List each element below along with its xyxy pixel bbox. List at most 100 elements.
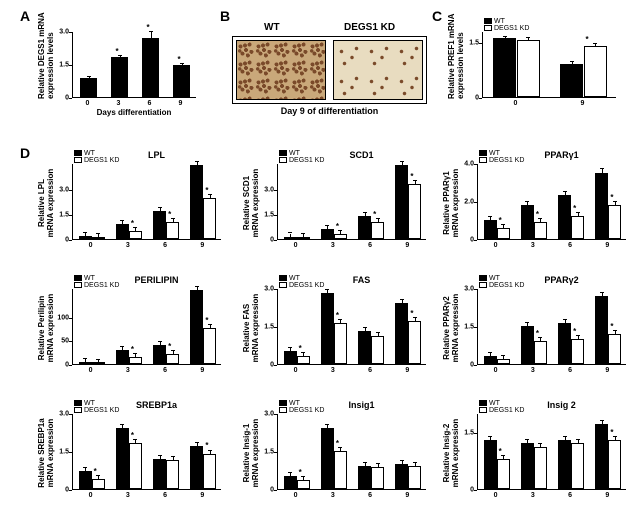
bar	[497, 359, 510, 364]
x-tick-label: 3	[120, 242, 136, 249]
bar	[595, 296, 608, 364]
x-tick-label: 0	[83, 242, 99, 249]
significance-marker: *	[299, 468, 302, 477]
significance-marker: *	[410, 309, 413, 318]
significance-marker: *	[336, 222, 339, 231]
x-tick-label: 9	[599, 242, 615, 249]
bar	[358, 331, 371, 364]
y-tick-label: 3.0	[40, 29, 69, 36]
x-tick-label: 9	[194, 492, 210, 499]
legend: WTDEGS1 KD	[479, 400, 524, 414]
bar	[608, 440, 621, 489]
legend-kd: DEGS1 KD	[289, 282, 324, 289]
bar	[497, 228, 510, 239]
legend: WTDEGS1 KD	[479, 150, 524, 164]
significance-marker: *	[178, 55, 181, 64]
legend: WTDEGS1 KD	[279, 275, 324, 289]
x-tick-label: 9	[599, 492, 615, 499]
y-tick-label: 1.5	[40, 449, 69, 456]
significance-marker: *	[336, 311, 339, 320]
plot-area	[277, 289, 426, 365]
y-tick-label: 2.0	[445, 199, 474, 206]
x-tick-label: 6	[362, 492, 378, 499]
bar	[358, 216, 371, 239]
legend: WTDEGS1 KD	[279, 150, 324, 164]
x-tick-label: 9	[194, 242, 210, 249]
x-tick-label: 0	[83, 492, 99, 499]
x-tick-label: 9	[575, 100, 591, 107]
bar	[534, 447, 547, 489]
legend-kd: DEGS1 KD	[84, 407, 119, 414]
x-tick-label: 6	[562, 492, 578, 499]
y-tick-label: 0	[245, 237, 274, 244]
panel-label-b: B	[220, 8, 230, 24]
plot-area	[482, 32, 616, 98]
legend-wt: WT	[489, 275, 500, 282]
x-tick-label: 0	[288, 367, 304, 374]
legend-kd: DEGS1 KD	[84, 282, 119, 289]
legend-wt: WT	[289, 150, 300, 157]
bar	[297, 480, 310, 489]
legend-kd: DEGS1 KD	[289, 157, 324, 164]
legend-wt: WT	[494, 18, 505, 25]
x-tick-label: 0	[83, 367, 99, 374]
x-tick-label: 3	[325, 367, 341, 374]
bar	[321, 428, 334, 489]
bar	[190, 165, 203, 239]
bar	[358, 466, 371, 489]
bar	[129, 357, 142, 364]
x-tick-label: 6	[157, 242, 173, 249]
significance-marker: *	[536, 329, 539, 338]
x-tick-label: 9	[399, 492, 415, 499]
y-tick-label: 1.5	[40, 62, 69, 69]
bar	[334, 323, 347, 364]
significance-marker: *	[147, 23, 150, 32]
bar	[595, 173, 608, 240]
micrograph-kd-label: DEGS1 KD	[344, 22, 395, 33]
plot-area	[477, 164, 626, 240]
bar	[142, 38, 159, 97]
y-tick-label: 1.5	[245, 212, 274, 219]
bar	[484, 220, 497, 239]
y-tick-label: 0	[40, 487, 69, 494]
bar	[408, 184, 421, 239]
y-tick-label: 3.0	[40, 411, 69, 418]
bar	[153, 459, 166, 489]
panel-d-chart-7: Insig1WTDEGS1 KDRelative Insig-1mRNA exp…	[245, 400, 430, 510]
legend: WTDEGS1 KD	[74, 150, 119, 164]
panel-c-chart: WTDEGS1 KDRelative PREF1 mRNAexpression …	[450, 18, 620, 118]
panel-d-chart-2: PPARγ1WTDEGS1 KDRelative PPARγ1mRNA expr…	[445, 150, 630, 260]
legend-wt: WT	[489, 400, 500, 407]
bar	[190, 446, 203, 489]
y-tick-label: 3.0	[245, 411, 274, 418]
significance-marker: *	[205, 441, 208, 450]
bar	[92, 479, 105, 489]
significance-marker: *	[610, 428, 613, 437]
legend: WTDEGS1 KD	[479, 275, 524, 289]
legend-kd: DEGS1 KD	[494, 25, 529, 32]
bar	[116, 224, 129, 239]
legend-wt: WT	[289, 400, 300, 407]
y-tick-label: 3.0	[245, 286, 274, 293]
significance-marker: *	[94, 467, 97, 476]
x-tick-label: 9	[173, 100, 189, 107]
bar	[284, 351, 297, 364]
bar	[371, 222, 384, 239]
bar	[203, 198, 216, 239]
panel-a-chart: Relative DEGS1 mRNAexpression levels01.5…	[40, 18, 200, 118]
bar	[79, 236, 92, 239]
x-tick-label: 3	[325, 492, 341, 499]
bar	[608, 334, 621, 364]
x-tick-label: 6	[157, 367, 173, 374]
plot-area	[72, 414, 221, 490]
bar	[395, 303, 408, 364]
x-tick-label: 9	[194, 367, 210, 374]
legend-wt: WT	[84, 400, 95, 407]
micrograph-wt-label: WT	[264, 22, 280, 33]
y-tick-label: 1.5	[450, 40, 479, 47]
significance-marker: *	[410, 172, 413, 181]
significance-marker: *	[336, 439, 339, 448]
y-tick-label: 0	[445, 487, 474, 494]
x-tick-label: 6	[157, 492, 173, 499]
legend-wt: WT	[84, 150, 95, 157]
